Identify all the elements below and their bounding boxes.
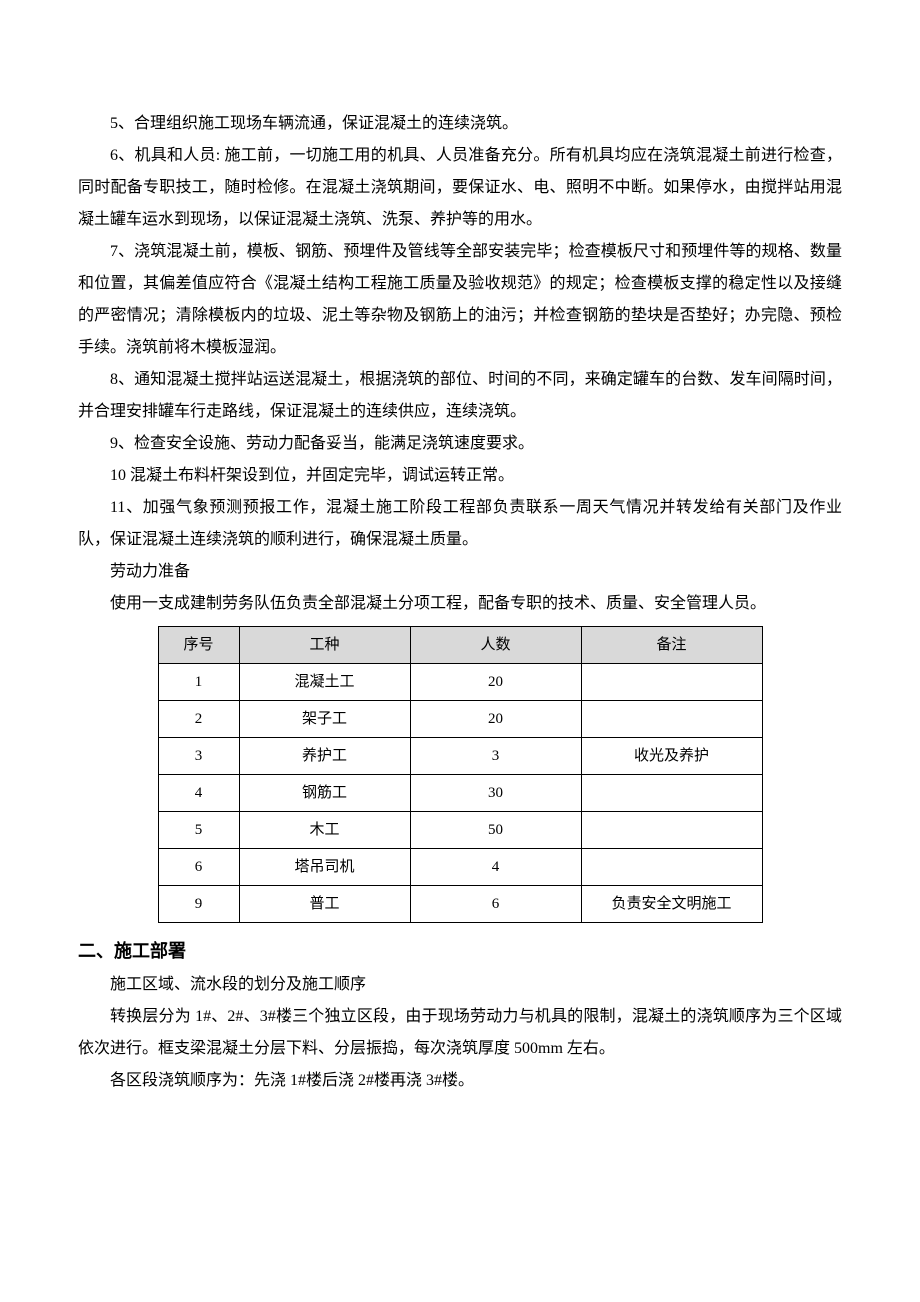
table-row: 1 混凝土工 20 [158,664,762,701]
cell-num: 50 [410,812,581,849]
cell-note [581,701,762,738]
table-header-row: 序号 工种 人数 备注 [158,627,762,664]
cell-seq: 2 [158,701,239,738]
cell-num: 4 [410,849,581,886]
paragraph-5: 5、合理组织施工现场车辆流通，保证混凝土的连续浇筑。 [78,108,842,140]
cell-seq: 4 [158,775,239,812]
cell-note: 收光及养护 [581,738,762,775]
section-2-heading: 二、施工部署 [78,933,842,969]
cell-num: 20 [410,664,581,701]
cell-seq: 1 [158,664,239,701]
section-2-p1: 转换层分为 1#、2#、3#楼三个独立区段，由于现场劳动力与机具的限制，混凝土的… [78,1001,842,1065]
cell-note [581,664,762,701]
cell-seq: 9 [158,886,239,923]
labor-desc: 使用一支成建制劳务队伍负责全部混凝土分项工程，配备专职的技术、质量、安全管理人员… [78,588,842,620]
cell-num: 3 [410,738,581,775]
labor-title: 劳动力准备 [78,556,842,588]
paragraph-7: 7、浇筑混凝土前，模板、钢筋、预埋件及管线等全部安装完毕；检查模板尺寸和预埋件等… [78,236,842,364]
paragraph-9: 9、检查安全设施、劳动力配备妥当，能满足浇筑速度要求。 [78,428,842,460]
th-type: 工种 [239,627,410,664]
table-row: 4 钢筋工 30 [158,775,762,812]
cell-note: 负责安全文明施工 [581,886,762,923]
cell-type: 养护工 [239,738,410,775]
section-2-p2: 各区段浇筑顺序为：先浇 1#楼后浇 2#楼再浇 3#楼。 [78,1065,842,1097]
th-seq: 序号 [158,627,239,664]
table-body: 1 混凝土工 20 2 架子工 20 3 养护工 3 收光及养护 4 钢筋工 3… [158,664,762,923]
cell-note [581,775,762,812]
th-num: 人数 [410,627,581,664]
cell-num: 30 [410,775,581,812]
cell-note [581,812,762,849]
paragraph-6: 6、机具和人员: 施工前，一切施工用的机具、人员准备充分。所有机具均应在浇筑混凝… [78,140,842,236]
cell-note [581,849,762,886]
cell-seq: 3 [158,738,239,775]
cell-type: 木工 [239,812,410,849]
table-row: 3 养护工 3 收光及养护 [158,738,762,775]
table-row: 9 普工 6 负责安全文明施工 [158,886,762,923]
cell-type: 架子工 [239,701,410,738]
paragraph-8: 8、通知混凝土搅拌站运送混凝土，根据浇筑的部位、时间的不同，来确定罐车的台数、发… [78,364,842,428]
cell-num: 20 [410,701,581,738]
cell-type: 混凝土工 [239,664,410,701]
cell-type: 塔吊司机 [239,849,410,886]
cell-seq: 6 [158,849,239,886]
th-note: 备注 [581,627,762,664]
paragraph-11: 11、加强气象预测预报工作，混凝土施工阶段工程部负责联系一周天气情况并转发给有关… [78,492,842,556]
section-2-sub: 施工区域、流水段的划分及施工顺序 [78,969,842,1001]
cell-num: 6 [410,886,581,923]
table-row: 2 架子工 20 [158,701,762,738]
cell-type: 钢筋工 [239,775,410,812]
document-page: 5、合理组织施工现场车辆流通，保证混凝土的连续浇筑。 6、机具和人员: 施工前，… [0,0,920,1157]
labor-table: 序号 工种 人数 备注 1 混凝土工 20 2 架子工 20 3 养护工 [158,626,763,923]
cell-type: 普工 [239,886,410,923]
table-row: 5 木工 50 [158,812,762,849]
table-row: 6 塔吊司机 4 [158,849,762,886]
paragraph-10: 10 混凝土布料杆架设到位，并固定完毕，调试运转正常。 [78,460,842,492]
cell-seq: 5 [158,812,239,849]
